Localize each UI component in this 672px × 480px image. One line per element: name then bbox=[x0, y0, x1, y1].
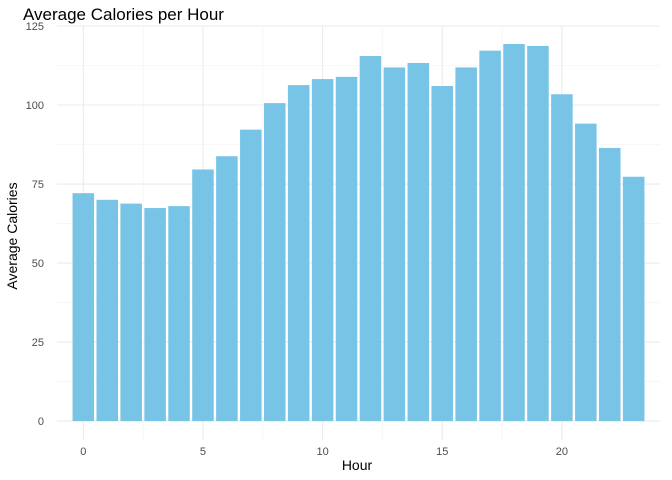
bar-hour-16 bbox=[455, 67, 477, 422]
x-tick-label: 0 bbox=[80, 446, 86, 458]
y-tick-label: 125 bbox=[26, 21, 44, 33]
y-axis-ticks: 0 25 50 75 100 125 bbox=[26, 21, 44, 428]
bar-hour-20 bbox=[551, 94, 573, 422]
x-tick-label: 5 bbox=[200, 446, 206, 458]
bar-hour-12 bbox=[359, 56, 382, 422]
chart-title: Average Calories per Hour bbox=[23, 5, 224, 24]
bar-hour-4 bbox=[168, 206, 190, 422]
x-tick-label: 15 bbox=[436, 446, 448, 458]
bar-hour-17 bbox=[479, 50, 501, 422]
bar-hour-7 bbox=[240, 129, 262, 422]
y-tick-label: 0 bbox=[38, 416, 44, 428]
bar-hour-5 bbox=[192, 169, 214, 422]
bar-hour-22 bbox=[598, 147, 621, 422]
bar-hour-2 bbox=[120, 203, 142, 422]
bar-hour-9 bbox=[287, 85, 310, 422]
x-tick-label: 10 bbox=[316, 446, 328, 458]
y-tick-label: 25 bbox=[32, 337, 44, 349]
bar-hour-11 bbox=[335, 76, 358, 422]
bar-hour-23 bbox=[622, 176, 645, 422]
bar-hour-21 bbox=[575, 123, 597, 422]
bars bbox=[72, 44, 645, 422]
x-tick-label: 20 bbox=[556, 446, 568, 458]
x-axis-title: Hour bbox=[342, 457, 373, 473]
bar-hour-10 bbox=[311, 79, 334, 422]
y-tick-label: 100 bbox=[26, 100, 44, 112]
bar-hour-13 bbox=[383, 67, 406, 422]
bar-hour-8 bbox=[263, 103, 286, 422]
y-tick-label: 75 bbox=[32, 179, 44, 191]
x-axis-ticks: 0 5 10 15 20 bbox=[80, 446, 568, 458]
bar-hour-3 bbox=[144, 208, 166, 422]
y-tick-label: 50 bbox=[32, 258, 44, 270]
bar-hour-1 bbox=[96, 199, 119, 422]
bar-hour-19 bbox=[527, 45, 549, 422]
y-axis-title: Average Calories bbox=[4, 182, 20, 289]
bar-hour-14 bbox=[407, 62, 430, 422]
bar-hour-15 bbox=[431, 86, 454, 422]
bar-hour-6 bbox=[216, 156, 238, 422]
bar-hour-0 bbox=[72, 193, 95, 422]
bar-hour-18 bbox=[503, 44, 525, 422]
